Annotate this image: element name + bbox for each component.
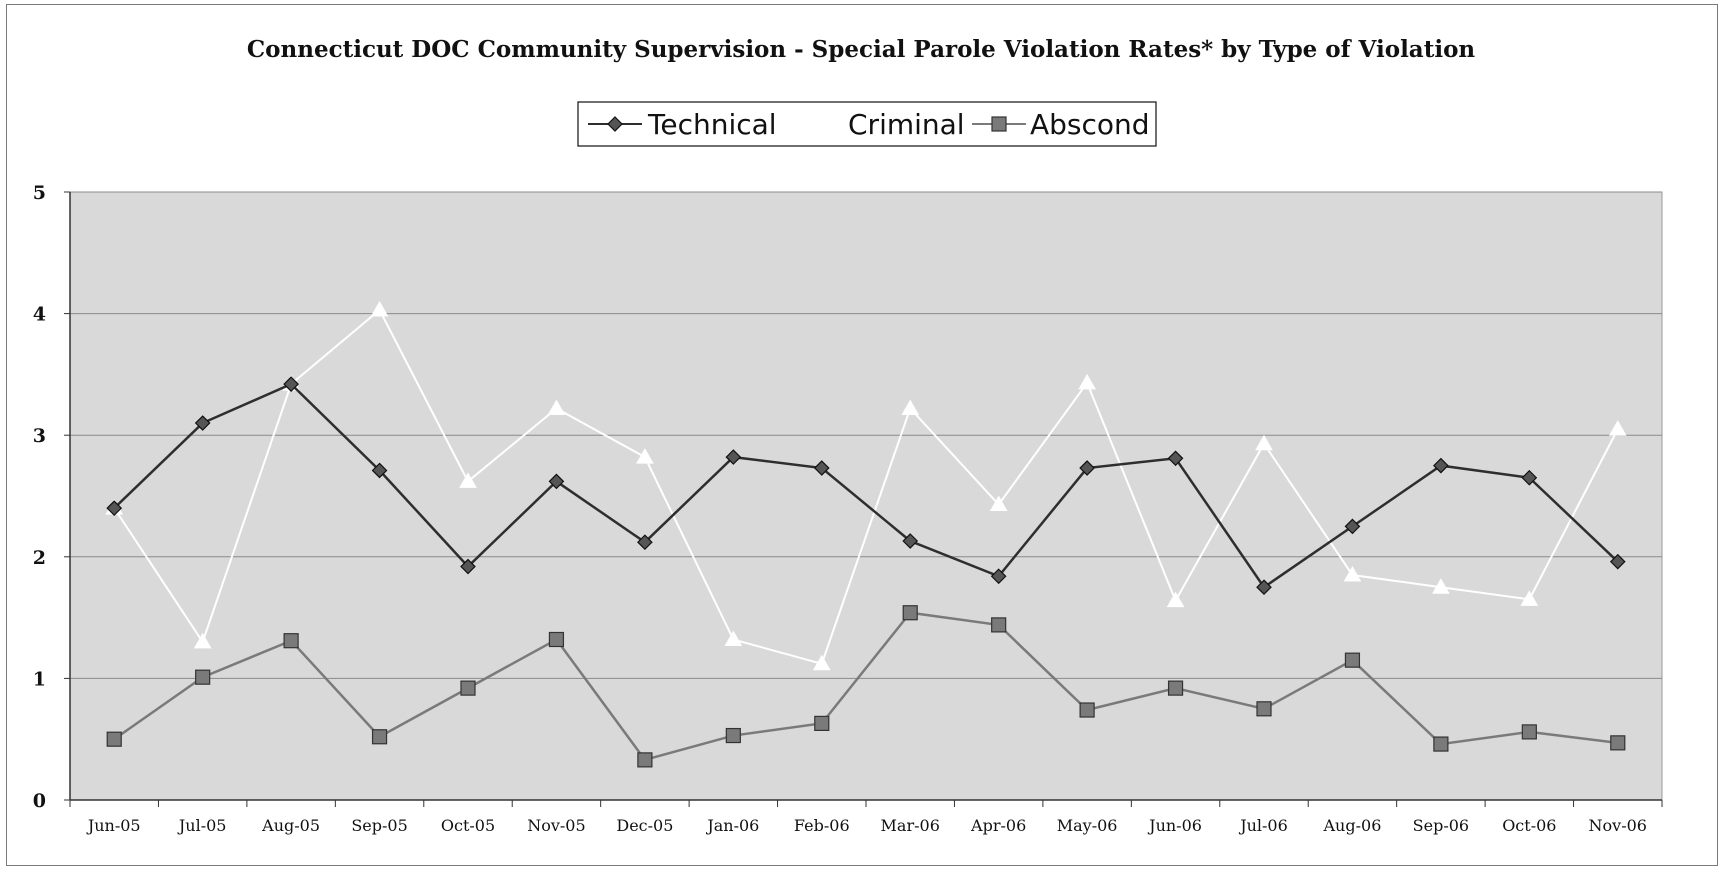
abscond-point xyxy=(992,618,1006,632)
abscond-point xyxy=(284,634,298,648)
legend-label: Technical xyxy=(647,108,777,141)
x-tick-label: Jul-05 xyxy=(177,816,227,835)
legend-label: Criminal xyxy=(848,108,965,141)
x-tick-label: Sep-05 xyxy=(351,816,407,835)
x-tick-label: Aug-05 xyxy=(261,816,320,835)
abscond-point xyxy=(461,681,475,695)
x-tick-label: Nov-06 xyxy=(1589,816,1647,835)
abscond-point xyxy=(903,606,917,620)
x-tick-label: Mar-06 xyxy=(881,816,940,835)
legend-abscond-point xyxy=(992,117,1006,131)
x-tick-label: Aug-06 xyxy=(1323,816,1382,835)
y-tick-label: 1 xyxy=(33,668,46,690)
abscond-point xyxy=(638,753,652,767)
abscond-point xyxy=(726,729,740,743)
abscond-point xyxy=(1522,725,1536,739)
x-tick-label: Jun-05 xyxy=(86,816,141,835)
abscond-point xyxy=(1169,681,1183,695)
abscond-point xyxy=(196,670,210,684)
x-tick-label: Sep-06 xyxy=(1413,816,1469,835)
abscond-point xyxy=(107,732,121,746)
abscond-point xyxy=(1257,702,1271,716)
abscond-point xyxy=(1434,737,1448,751)
abscond-point xyxy=(549,632,563,646)
x-tick-label: Dec-05 xyxy=(616,816,673,835)
y-tick-label: 5 xyxy=(33,182,46,204)
y-tick-label: 3 xyxy=(33,425,46,447)
y-tick-label: 2 xyxy=(33,547,46,569)
x-tick-label: Apr-06 xyxy=(970,816,1026,835)
legend: Technical Criminal Abscond xyxy=(578,102,1156,146)
y-tick-label: 0 xyxy=(33,790,46,812)
x-tick-label: Oct-05 xyxy=(441,816,495,835)
x-tick-label: Jun-06 xyxy=(1147,816,1202,835)
x-tick-label: Oct-06 xyxy=(1502,816,1556,835)
abscond-point xyxy=(373,730,387,744)
abscond-point xyxy=(1080,703,1094,717)
abscond-point xyxy=(1345,653,1359,667)
abscond-point xyxy=(815,716,829,730)
x-tick-label: Jul-06 xyxy=(1238,816,1288,835)
abscond-point xyxy=(1611,736,1625,750)
y-tick-label: 4 xyxy=(33,304,46,326)
plot-area xyxy=(70,192,1662,800)
legend-label: Abscond xyxy=(1030,108,1150,141)
x-tick-label: May-06 xyxy=(1057,816,1118,835)
x-tick-label: Feb-06 xyxy=(794,816,850,835)
x-tick-label: Jan-06 xyxy=(705,816,759,835)
x-tick-label: Nov-05 xyxy=(527,816,585,835)
